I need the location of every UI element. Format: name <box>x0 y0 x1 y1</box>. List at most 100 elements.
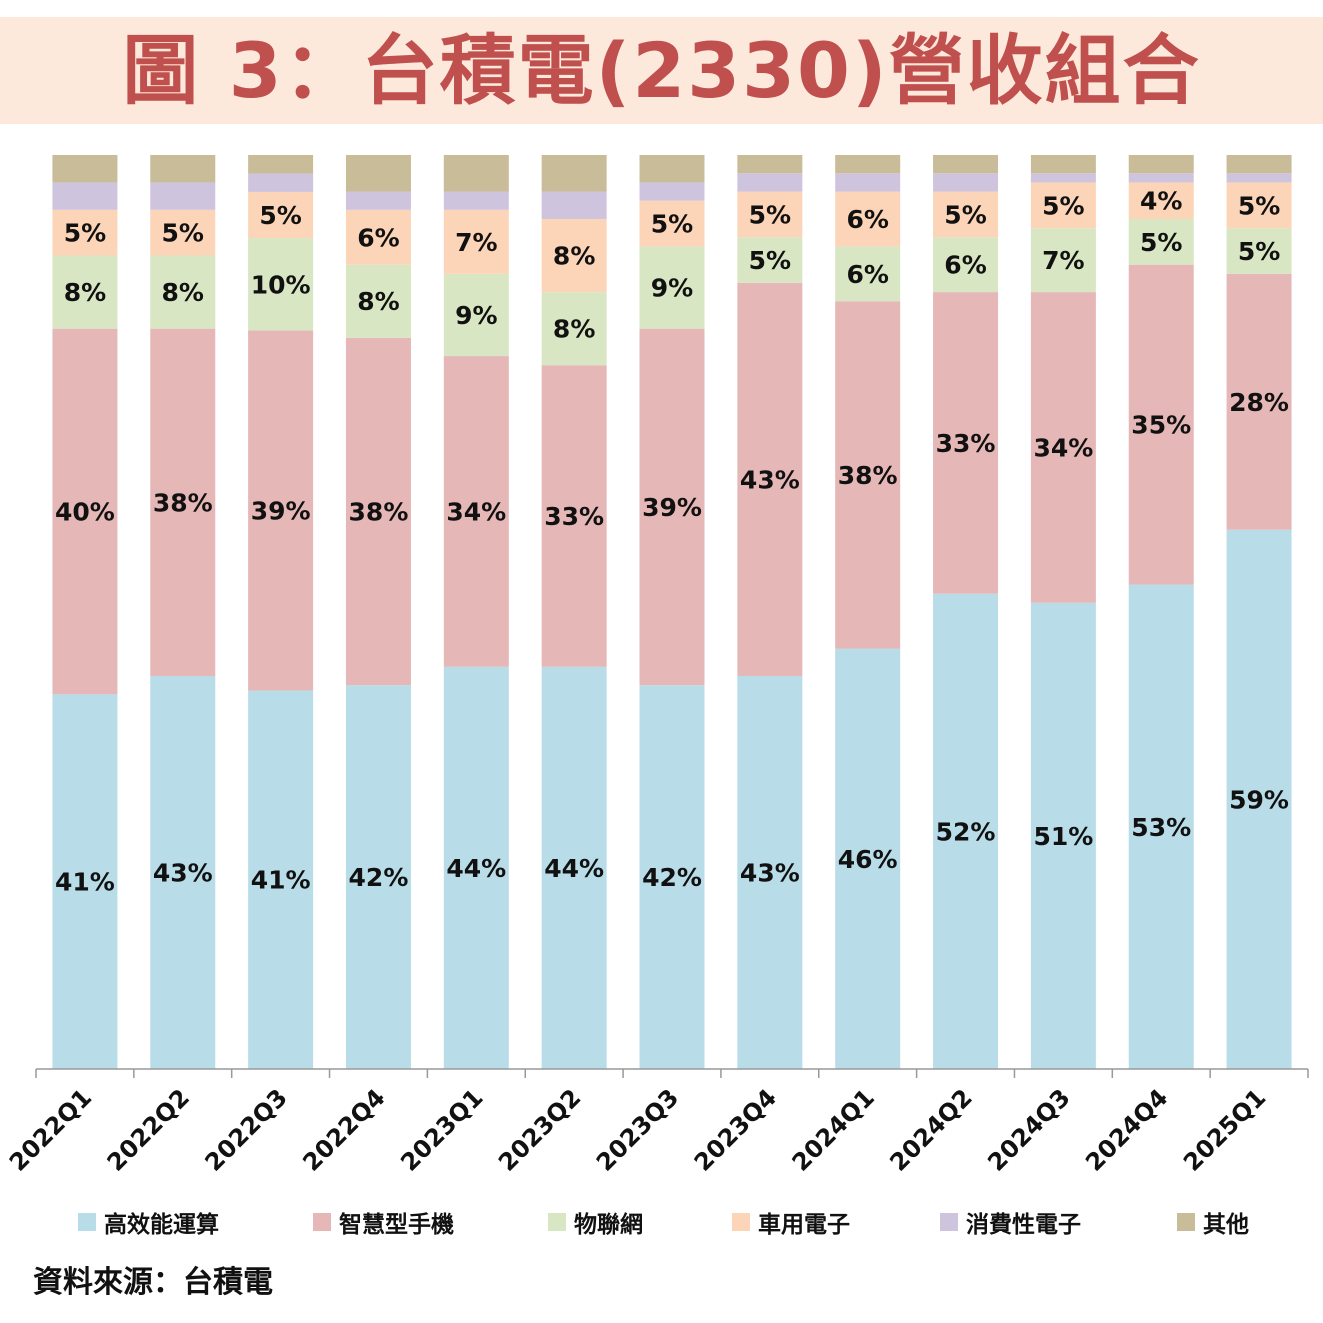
bar-segment-2025Q1-s1 <box>1226 273 1292 530</box>
data-label-2022Q2-s3: 5% <box>162 219 204 248</box>
bar-segment-2023Q3-s1 <box>639 328 705 686</box>
data-label-2022Q2-s0: 43% <box>153 858 213 887</box>
data-label-2022Q1-s1: 40% <box>55 497 115 526</box>
bar-segment-2023Q3-s3 <box>639 200 705 247</box>
bar-segment-2023Q1-s4 <box>443 191 509 210</box>
title-bar: 圖 3：台積電(2330)營收組合 <box>0 17 1323 124</box>
bar-segment-2023Q3-s0 <box>639 685 705 1069</box>
data-label-2024Q2-s3: 5% <box>944 200 986 229</box>
data-label-2023Q4-s0: 43% <box>740 858 800 887</box>
bar-segment-2022Q2-s4 <box>150 182 216 210</box>
data-label-2023Q3-s2: 9% <box>651 274 693 303</box>
legend-swatch <box>732 1213 750 1231</box>
legend-swatch <box>1177 1213 1195 1231</box>
x-tick-label-2022Q2: 2022Q2 <box>102 1083 195 1176</box>
legend-item-3: 車用電子 <box>732 1205 850 1239</box>
bar-segment-2022Q3-s1 <box>248 330 314 691</box>
bar-segment-2022Q4-s5 <box>345 155 411 192</box>
data-label-2024Q3-s1: 34% <box>1033 433 1093 462</box>
data-label-2023Q4-s2: 5% <box>749 246 791 275</box>
data-label-2024Q4-s0: 53% <box>1131 813 1191 842</box>
legend-item-1: 智慧型手機 <box>313 1205 454 1239</box>
legend-item-5: 其他 <box>1177 1205 1249 1239</box>
data-label-2022Q3-s3: 5% <box>259 201 301 230</box>
data-label-2022Q4-s3: 6% <box>357 223 399 252</box>
data-label-2023Q4-s3: 5% <box>749 200 791 229</box>
data-label-2025Q1-s0: 59% <box>1229 785 1289 814</box>
data-label-2024Q2-s0: 52% <box>936 817 996 846</box>
bar-segment-2022Q3-s2 <box>248 238 314 331</box>
bar-segment-2022Q1-s5 <box>52 155 118 183</box>
chart-title: 圖 3：台積電(2330)營收組合 <box>122 26 1201 115</box>
data-label-2023Q1-s1: 34% <box>446 497 506 526</box>
bar-segment-2024Q1-s1 <box>835 301 901 649</box>
x-tick-label-2022Q3: 2022Q3 <box>200 1083 293 1176</box>
data-label-2024Q1-s1: 38% <box>838 461 898 490</box>
data-label-2023Q3-s3: 5% <box>651 210 693 239</box>
bar-segment-2023Q2-s3 <box>541 218 607 293</box>
bar-segment-2023Q1-s2 <box>443 273 509 357</box>
legend-swatch <box>548 1213 566 1231</box>
bar-segment-2025Q1-s5 <box>1226 155 1292 174</box>
bar-segment-2023Q3-s2 <box>639 246 705 329</box>
x-tick-label-2024Q1: 2024Q1 <box>787 1083 880 1176</box>
bar-segment-2023Q2-s0 <box>541 666 607 1069</box>
data-label-2024Q4-s3: 4% <box>1140 187 1182 216</box>
bar-segment-2024Q2-s1 <box>933 292 999 594</box>
bar-segment-2025Q1-s0 <box>1226 529 1292 1069</box>
data-label-2025Q1-s2: 5% <box>1238 237 1280 266</box>
legend-label: 高效能運算 <box>104 1212 219 1238</box>
data-label-2025Q1-s1: 28% <box>1229 388 1289 417</box>
bar-segment-2024Q1-s5 <box>835 155 901 174</box>
data-label-2024Q1-s0: 46% <box>838 845 898 874</box>
data-label-2023Q2-s2: 8% <box>553 315 595 344</box>
bar-segment-2024Q1-s0 <box>835 648 901 1069</box>
bar-segment-2024Q4-s3 <box>1128 182 1194 219</box>
data-label-2024Q4-s1: 35% <box>1131 411 1191 440</box>
bar-segment-2022Q2-s3 <box>150 209 216 256</box>
bar-segment-2024Q2-s4 <box>933 173 999 192</box>
legend-label: 車用電子 <box>758 1212 850 1238</box>
data-label-2023Q1-s3: 7% <box>455 228 497 257</box>
legend-item-2: 物聯網 <box>548 1205 643 1239</box>
stacked-bar-chart: 41% 40% 8% 5% 43% 38% 8% 5% 41% 39% 10% 5% 42% 38% 8% 6… <box>4 155 1309 1177</box>
legend-label: 智慧型手機 <box>339 1212 454 1238</box>
x-tick-label-2023Q1: 2023Q1 <box>395 1083 488 1176</box>
data-label-2024Q2-s2: 6% <box>944 251 986 280</box>
x-tick-label-2023Q2: 2023Q2 <box>493 1083 586 1176</box>
legend-item-4: 消費性電子 <box>940 1205 1081 1239</box>
data-label-2022Q3-s1: 39% <box>251 496 311 525</box>
bar-segment-2022Q4-s4 <box>345 191 411 210</box>
bar-segment-2023Q4-s1 <box>737 282 803 676</box>
bar-segment-2022Q4-s2 <box>345 264 411 338</box>
x-tick-label-2024Q4: 2024Q4 <box>1080 1083 1173 1176</box>
legend-swatch <box>78 1213 96 1231</box>
legend-item-0: 高效能運算 <box>78 1205 219 1239</box>
data-label-2022Q1-s3: 5% <box>64 219 106 248</box>
data-label-2024Q1-s2: 6% <box>846 260 888 289</box>
data-label-2023Q2-s0: 44% <box>544 854 604 883</box>
data-label-2024Q3-s3: 5% <box>1042 191 1084 220</box>
legend-swatch <box>940 1213 958 1231</box>
bar-segment-2022Q3-s4 <box>248 173 314 192</box>
legend-label: 物聯網 <box>574 1212 643 1238</box>
bar-segment-2022Q3-s5 <box>248 155 314 174</box>
data-label-2022Q2-s2: 8% <box>162 278 204 307</box>
data-label-2023Q1-s0: 44% <box>446 854 506 883</box>
bar-segment-2022Q4-s1 <box>345 337 411 686</box>
bar-segment-2022Q2-s2 <box>150 255 216 329</box>
bar-segment-2024Q1-s3 <box>835 191 901 247</box>
bar-segment-2022Q4-s3 <box>345 209 411 265</box>
data-label-2025Q1-s3: 5% <box>1238 191 1280 220</box>
data-label-2024Q4-s2: 5% <box>1140 228 1182 257</box>
bar-segment-2023Q2-s1 <box>541 365 607 667</box>
bar-segment-2022Q2-s1 <box>150 328 216 676</box>
bar-segment-2024Q1-s2 <box>835 246 901 302</box>
bar-segment-2022Q1-s3 <box>52 209 118 256</box>
data-label-2022Q1-s0: 41% <box>55 868 115 897</box>
bar-segment-2023Q4-s2 <box>737 237 803 283</box>
bar-segment-2022Q1-s0 <box>52 694 118 1069</box>
bar-segment-2024Q1-s4 <box>835 173 901 192</box>
bar-segment-2024Q4-s0 <box>1128 584 1194 1069</box>
bar-segment-2022Q3-s0 <box>248 690 314 1069</box>
